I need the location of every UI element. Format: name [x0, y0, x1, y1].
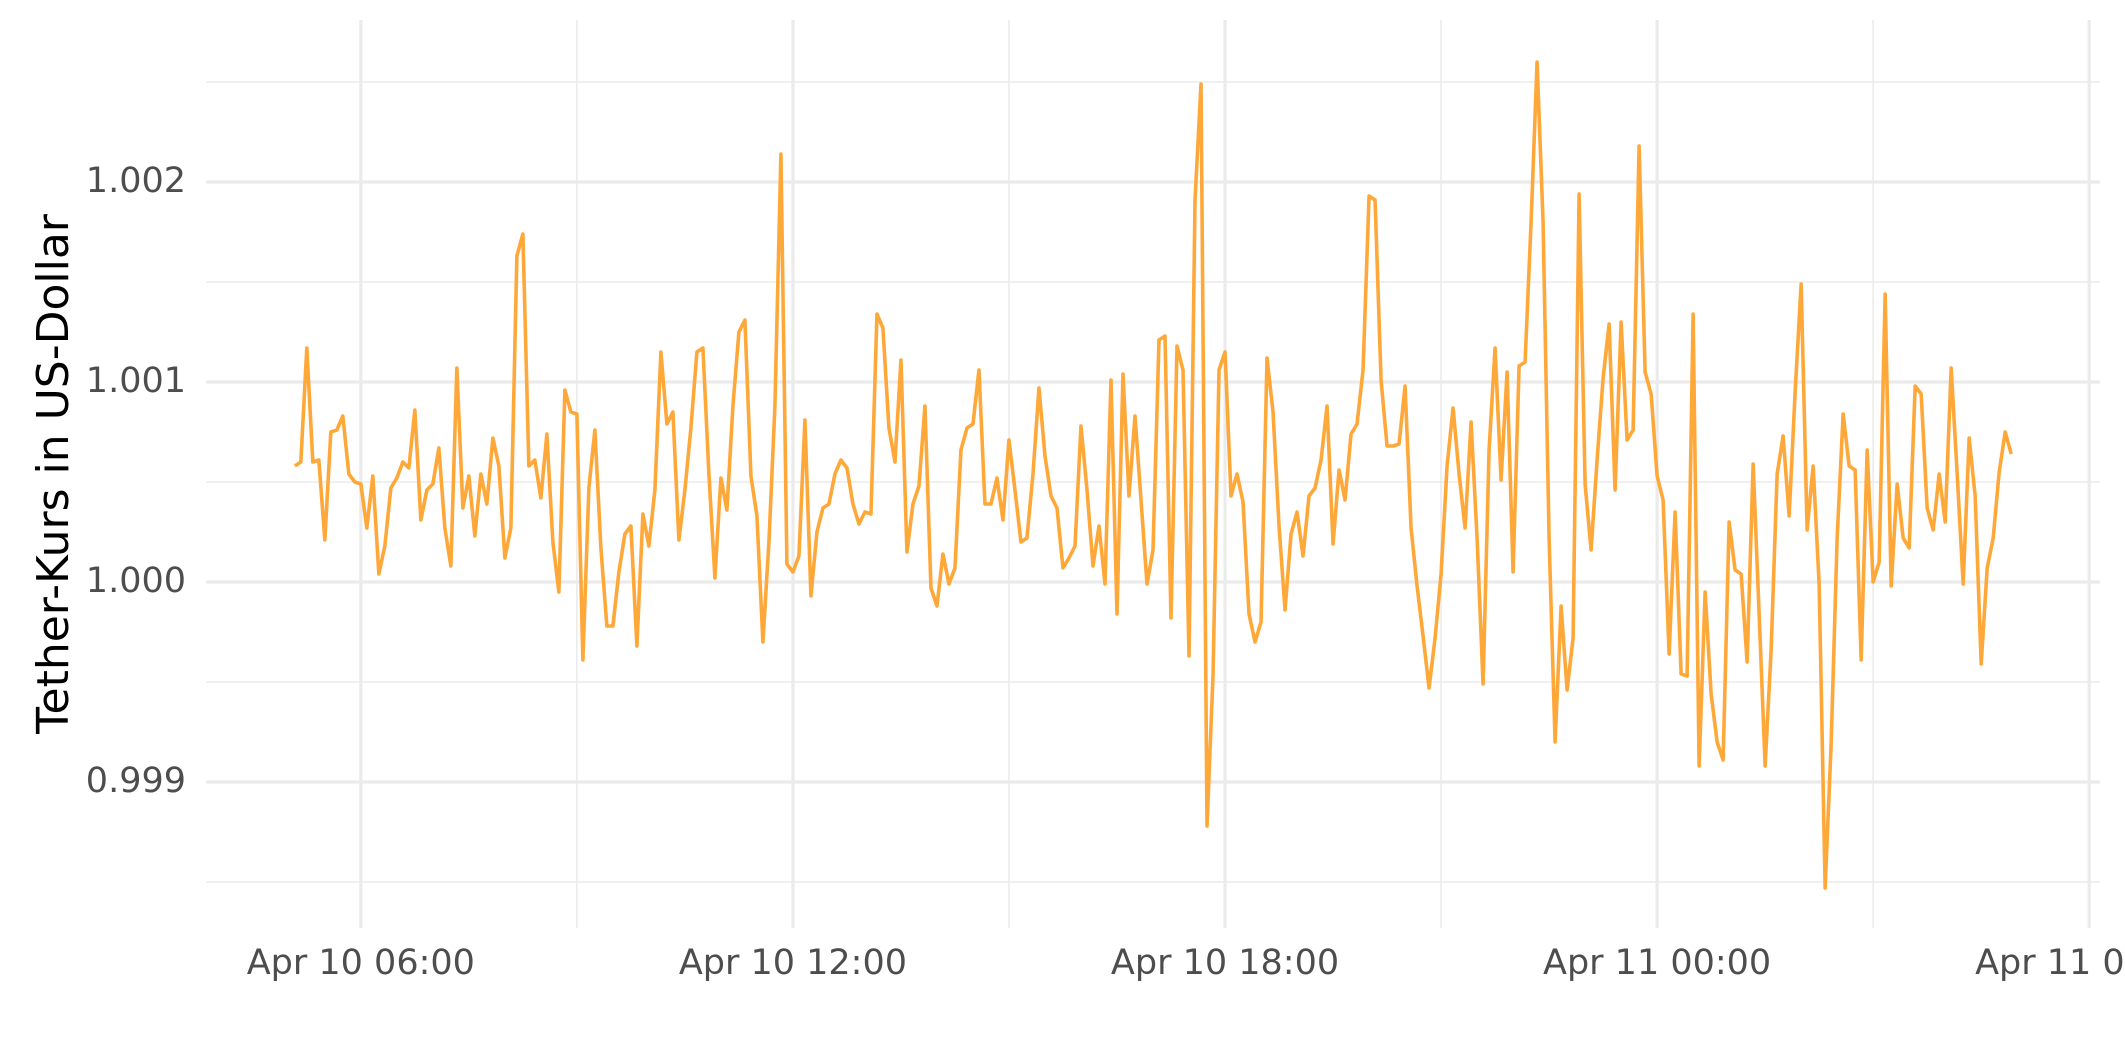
x-tick-label: Apr 11 00:00 [1543, 943, 1771, 983]
x-tick-label: Apr 11 06:00 [1975, 943, 2125, 983]
y-tick-label: 1.000 [86, 561, 186, 601]
y-tick-label: 1.001 [86, 361, 186, 401]
y-axis-title: Tether-Kurs in US-Dollar [28, 213, 79, 735]
x-tick-label: Apr 10 06:00 [247, 943, 475, 983]
x-tick-label: Apr 10 12:00 [679, 943, 907, 983]
y-tick-label: 1.002 [86, 161, 186, 201]
price-line [293, 60, 2013, 890]
y-tick-label: 0.999 [86, 761, 186, 801]
x-tick-label: Apr 10 18:00 [1111, 943, 1339, 983]
